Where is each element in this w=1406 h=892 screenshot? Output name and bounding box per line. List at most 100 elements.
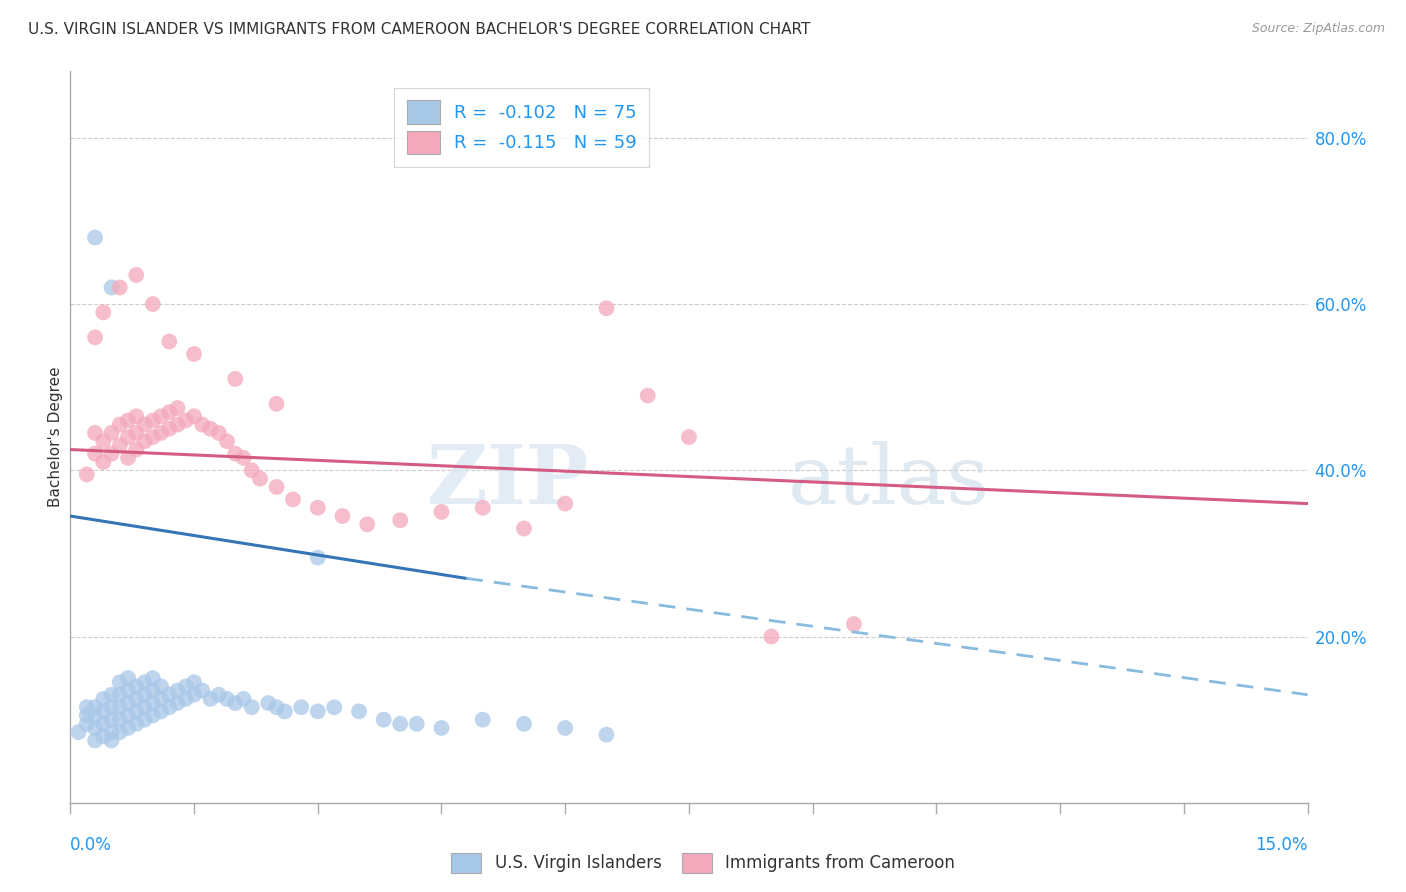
Point [266, 700, 288, 714]
Point [257, 696, 280, 710]
Point [166, 401, 188, 415]
Point [134, 700, 156, 714]
Point [125, 442, 148, 457]
Point [174, 680, 197, 694]
Point [100, 688, 122, 702]
Point [84, 425, 107, 440]
Point [323, 700, 346, 714]
Point [157, 422, 180, 436]
Point [266, 480, 288, 494]
Point [290, 700, 312, 714]
Point [134, 713, 156, 727]
Point [240, 463, 263, 477]
Point [100, 725, 122, 739]
Point [108, 688, 131, 702]
Point [142, 683, 165, 698]
Point [150, 425, 173, 440]
Point [125, 425, 148, 440]
Point [157, 405, 180, 419]
Point [183, 675, 205, 690]
Point [842, 617, 865, 632]
Point [108, 438, 131, 452]
Point [554, 497, 576, 511]
Point [125, 705, 148, 719]
Point [91, 692, 114, 706]
Point [84, 708, 107, 723]
Text: atlas: atlas [787, 441, 990, 521]
Legend: R =  -0.102   N = 75, R =  -0.115   N = 59: R = -0.102 N = 75, R = -0.115 N = 59 [395, 87, 650, 167]
Point [595, 728, 617, 742]
Point [761, 630, 783, 644]
Point [240, 700, 263, 714]
Point [183, 347, 205, 361]
Point [117, 413, 139, 427]
Point [430, 505, 453, 519]
Text: ZIP: ZIP [427, 441, 591, 521]
Point [513, 716, 536, 731]
Point [208, 425, 231, 440]
Point [84, 447, 107, 461]
Point [117, 671, 139, 685]
Point [174, 692, 197, 706]
Point [232, 450, 254, 465]
Point [117, 430, 139, 444]
Point [430, 721, 453, 735]
Point [373, 713, 395, 727]
Point [266, 397, 288, 411]
Point [142, 297, 165, 311]
Point [108, 713, 131, 727]
Text: 0.0%: 0.0% [70, 836, 112, 854]
Point [117, 721, 139, 735]
Point [166, 683, 188, 698]
Point [117, 683, 139, 698]
Point [471, 500, 494, 515]
Point [215, 692, 238, 706]
Point [405, 716, 427, 731]
Point [224, 696, 246, 710]
Point [183, 409, 205, 424]
Point [134, 675, 156, 690]
Point [281, 492, 304, 507]
Point [208, 688, 231, 702]
Point [142, 430, 165, 444]
Point [157, 334, 180, 349]
Point [91, 305, 114, 319]
Point [389, 716, 412, 731]
Point [224, 372, 246, 386]
Point [554, 721, 576, 735]
Point [332, 509, 354, 524]
Text: U.S. VIRGIN ISLANDER VS IMMIGRANTS FROM CAMEROON BACHELOR'S DEGREE CORRELATION C: U.S. VIRGIN ISLANDER VS IMMIGRANTS FROM … [28, 22, 810, 37]
Point [84, 230, 107, 244]
Point [150, 692, 173, 706]
Point [142, 413, 165, 427]
Point [84, 700, 107, 714]
Point [84, 721, 107, 735]
Legend: U.S. Virgin Islanders, Immigrants from Cameroon: U.S. Virgin Islanders, Immigrants from C… [444, 847, 962, 880]
Point [76, 700, 98, 714]
Point [513, 521, 536, 535]
Point [91, 455, 114, 469]
Point [134, 434, 156, 449]
Point [157, 688, 180, 702]
Point [183, 688, 205, 702]
Point [84, 733, 107, 747]
Point [117, 708, 139, 723]
Point [142, 671, 165, 685]
Point [108, 417, 131, 432]
Text: 15.0%: 15.0% [1256, 836, 1308, 854]
Point [166, 417, 188, 432]
Point [191, 417, 214, 432]
Point [100, 733, 122, 747]
Y-axis label: Bachelor's Degree: Bachelor's Degree [48, 367, 63, 508]
Point [191, 683, 214, 698]
Point [100, 425, 122, 440]
Point [471, 713, 494, 727]
Point [91, 716, 114, 731]
Point [100, 700, 122, 714]
Point [142, 708, 165, 723]
Point [108, 675, 131, 690]
Point [108, 725, 131, 739]
Point [117, 696, 139, 710]
Point [117, 450, 139, 465]
Point [91, 729, 114, 743]
